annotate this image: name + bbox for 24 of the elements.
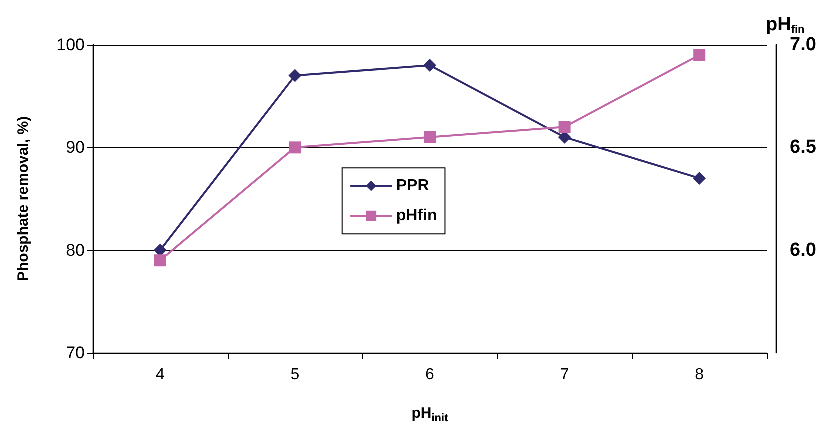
- point: [694, 49, 706, 62]
- point: [288, 69, 302, 82]
- y2-tick-label: 6.5: [790, 137, 817, 158]
- legend-label: PPR: [396, 178, 430, 195]
- point: [424, 59, 436, 72]
- y2-tick-label: 7.0: [790, 34, 816, 56]
- x-tick-label: 4: [156, 366, 165, 384]
- point: [154, 244, 167, 257]
- point: [424, 131, 436, 144]
- x-tick-label: 6: [426, 366, 435, 384]
- y-tick-label: 70: [66, 344, 85, 362]
- x-tick-label: 5: [290, 366, 300, 384]
- y-axis-title: Phosphate removal, %): [15, 116, 32, 282]
- y-tick-label: 80: [66, 240, 85, 260]
- y-tick-label: 100: [56, 36, 85, 54]
- point: [558, 121, 571, 134]
- point: [154, 254, 166, 267]
- y-tick-label: 90: [66, 138, 85, 158]
- legend-label: pHfin: [396, 208, 438, 225]
- x-tick-label: 7: [560, 366, 570, 384]
- point: [289, 142, 302, 154]
- y2-tick-label: 6.0: [790, 240, 816, 261]
- point: [693, 172, 706, 185]
- x-tick-label: 8: [695, 366, 704, 384]
